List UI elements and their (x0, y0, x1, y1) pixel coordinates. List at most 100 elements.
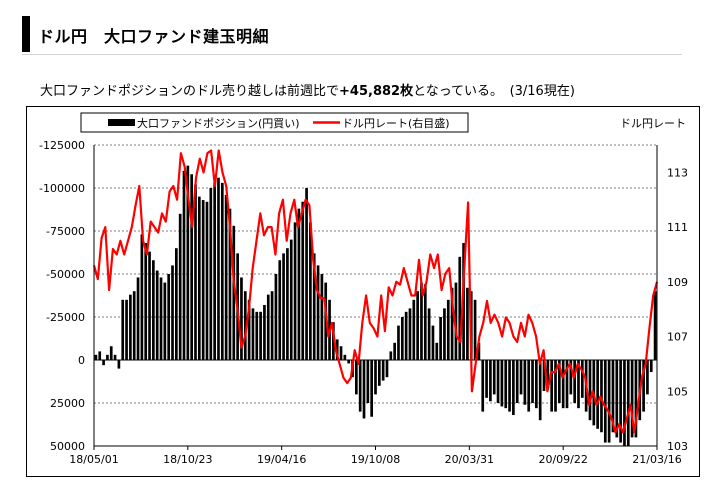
position-bar (293, 222, 297, 360)
position-bar (247, 299, 251, 360)
position-bar (175, 248, 178, 360)
position-bar (182, 170, 186, 360)
position-bar (600, 360, 603, 433)
position-bar (443, 308, 446, 360)
position-bar (316, 265, 320, 360)
position-bar (98, 351, 102, 360)
position-bar (542, 360, 546, 391)
position-bar (297, 208, 301, 360)
position-bar (152, 260, 155, 360)
position-bar (358, 360, 362, 412)
position-bar (309, 222, 312, 360)
position-bar (144, 243, 148, 360)
position-bar (270, 291, 274, 360)
position-bar (129, 294, 132, 360)
chart-labels: -125000 -100000 -75000 -50000 -25000 0 25000 50… (39, 117, 688, 466)
position-bar (431, 325, 435, 360)
position-bar (148, 251, 151, 360)
position-bar (393, 342, 396, 360)
position-bar (538, 360, 542, 421)
position-bar (385, 360, 389, 378)
y-left-tick-label: -75000 (46, 225, 85, 238)
position-bar (500, 360, 504, 407)
chart-frame (26, 106, 700, 477)
y-right-axis-label: ドル円レート (620, 117, 686, 130)
position-bar (504, 360, 508, 409)
position-bar (557, 360, 561, 403)
position-bar (201, 200, 205, 360)
position-bar (630, 360, 634, 438)
position-bar (481, 360, 485, 412)
position-bar (381, 360, 385, 381)
position-bar (546, 360, 550, 388)
position-bar (106, 354, 109, 360)
position-bar (370, 360, 374, 417)
position-bar (535, 360, 538, 409)
position-bar (400, 317, 404, 360)
position-bar (523, 360, 527, 405)
summary-date-note: (3/16現在) (509, 84, 575, 99)
position-bar (213, 182, 216, 360)
position-bar (450, 287, 454, 360)
position-bar (109, 346, 113, 360)
position-bar (178, 213, 182, 360)
position-bar (194, 184, 197, 360)
position-bar (243, 291, 247, 360)
position-bar (646, 360, 649, 395)
legend-position-label: 大口ファンドポジション(円買い) (137, 116, 300, 130)
position-bar (626, 360, 630, 446)
position-bar (205, 201, 209, 360)
position-bar (251, 308, 255, 360)
position-bar (121, 299, 125, 360)
x-tick-label: 19/04/16 (257, 453, 306, 466)
page-header: ドル円 大口ファンド建玉明細 (22, 14, 682, 55)
position-bar (278, 260, 282, 360)
position-bar (580, 360, 584, 398)
position-bar (282, 253, 285, 360)
rate-series-line (92, 149, 659, 434)
position-bar (339, 346, 343, 360)
position-bar (550, 360, 554, 412)
position-bar (485, 360, 488, 398)
y-left-tick-label: 0 (78, 354, 85, 367)
legend-box (80, 112, 469, 133)
x-tick-label: 20/03/31 (445, 453, 494, 466)
position-bar (435, 342, 439, 360)
position-bar (305, 188, 308, 360)
position-bar (197, 196, 201, 360)
position-bar (312, 253, 316, 360)
position-bar (619, 360, 622, 443)
position-bar (649, 360, 653, 373)
x-tick-label: 20/09/22 (538, 453, 587, 466)
position-bar (519, 360, 523, 395)
position-bar (335, 339, 339, 360)
position-bar (508, 360, 511, 412)
x-tick-label: 18/10/23 (163, 453, 212, 466)
position-bar (446, 299, 450, 360)
position-bar (611, 360, 615, 433)
position-bar (113, 354, 117, 360)
position-bar (255, 311, 259, 360)
position-bar (397, 325, 400, 360)
y-left-tick-label: 50000 (50, 440, 85, 453)
y-left-tick-label: -125000 (39, 139, 85, 152)
position-bar (642, 360, 645, 412)
position-bar (492, 360, 496, 395)
position-bar (634, 360, 638, 438)
y-right-tick-label: 113 (667, 166, 688, 179)
x-tick-label: 21/03/16 (632, 453, 681, 466)
position-bar (224, 194, 228, 360)
summary-prefix: 大口ファンドポジションのドル売り越しは前週比で (40, 84, 340, 99)
position-bar (186, 165, 190, 360)
summary-suffix: となっている。 (413, 84, 497, 99)
position-bar (171, 265, 174, 360)
position-bar (240, 277, 243, 360)
position-bar (653, 291, 657, 360)
y-left-tick-label: -100000 (39, 182, 85, 195)
position-bar (286, 248, 289, 360)
position-bar (477, 342, 481, 360)
chart-axes (93, 145, 658, 450)
position-bar (527, 360, 531, 412)
position-bar (569, 360, 573, 395)
